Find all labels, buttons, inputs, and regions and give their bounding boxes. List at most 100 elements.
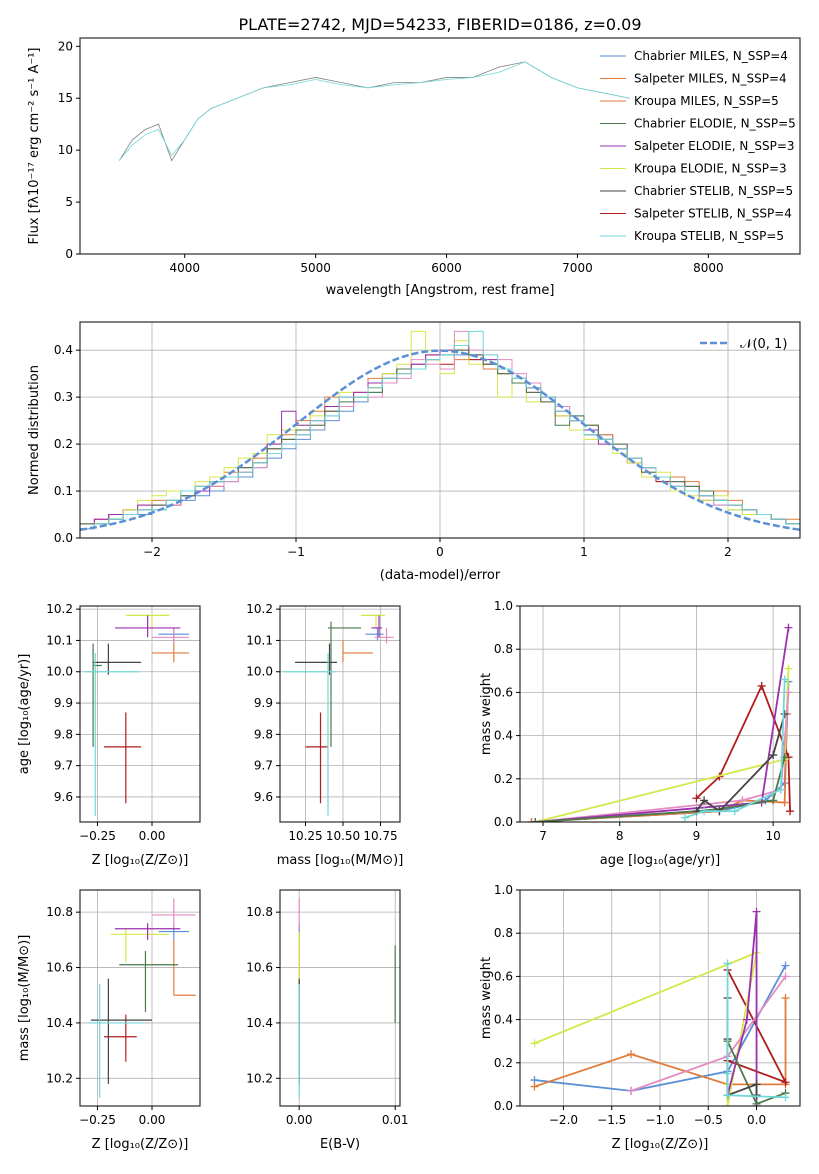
plus-marker — [781, 1078, 790, 1087]
x-tick-label: 5000 — [300, 261, 331, 275]
plus-marker — [530, 1082, 539, 1091]
plus-marker — [730, 807, 739, 816]
spectrum-line-data — [118, 61, 630, 162]
plus-marker — [700, 796, 709, 805]
x-tick-label: 0.00 — [286, 1113, 313, 1127]
plus-marker — [700, 807, 709, 816]
z-age-xlabel: Z [log₁₀(Z/Z⊙)] — [92, 853, 189, 868]
x-tick-label: 0.00 — [139, 829, 166, 843]
histogram-step — [80, 330, 800, 538]
x-tick-label: −2.0 — [549, 1113, 578, 1127]
legend-label: Kroupa STELIB, N_SSP=5 — [634, 229, 784, 243]
plus-marker — [723, 1102, 732, 1106]
x-tick-label: −0.5 — [694, 1113, 723, 1127]
x-tick-label: −0.25 — [79, 1113, 116, 1127]
age-weight-panel: 7 8 9 10 0.0 0.2 0.4 0.6 0.8 1.0 age [log₁₀(age/y… — [479, 599, 801, 868]
y-tick-label: 20 — [58, 39, 73, 53]
x-tick-label: 7 — [539, 829, 547, 843]
y-tick-label: 0.0 — [54, 531, 73, 545]
y-tick-label: 0.8 — [494, 642, 513, 656]
plus-marker — [627, 1086, 636, 1095]
x-tick-label: −2 — [143, 545, 161, 559]
y-tick-label: 10.2 — [46, 602, 73, 616]
y-tick-label: 15 — [58, 91, 73, 105]
weight-line — [726, 911, 758, 1106]
age-weight-xlabel: age [log₁₀(age/yr)] — [600, 853, 721, 868]
z-weight-xlabel: Z [log₁₀(Z/Z⊙)] — [612, 1137, 709, 1152]
y-tick-label: 9.9 — [254, 696, 273, 710]
legend-label: Kroupa MILES, N_SSP=5 — [634, 94, 779, 108]
y-tick-label: 10.8 — [246, 905, 273, 919]
legend-label: Chabrier ELODIE, N_SSP=5 — [634, 117, 796, 131]
x-tick-label: 6000 — [431, 261, 462, 275]
y-tick-label: 9.6 — [54, 790, 73, 804]
residual-panel: −2 −1 0 1 2 0.0 0.1 0.2 0.3 0.4 (data-model)/erro… — [27, 321, 801, 583]
y-tick-label: 5 — [65, 195, 73, 209]
y-tick-label: 10.1 — [46, 633, 73, 647]
y-tick-label: 0.1 — [54, 484, 73, 498]
x-tick-label: −0.25 — [79, 829, 116, 843]
ebv-mass-xlabel: E(B-V) — [320, 1137, 360, 1152]
residual-xlabel: (data-model)/error — [380, 568, 501, 583]
age-weight-ylabel: mass weight — [479, 673, 494, 755]
weight-line — [726, 963, 786, 1099]
y-tick-label: 0.8 — [494, 926, 513, 940]
z-age-panel: −0.25 0.00 9.6 9.7 9.8 9.9 10.0 10.1 10.2 Z [log… — [17, 602, 201, 868]
plus-marker — [723, 959, 732, 968]
mass-age-xlabel: mass [log₁₀(M/M⊙)] — [277, 853, 404, 868]
residual-ylabel: Normed distribution — [27, 365, 42, 495]
y-tick-label: 0 — [65, 247, 73, 261]
plus-marker — [742, 1015, 751, 1024]
plus-marker — [723, 1069, 732, 1078]
y-tick-label: 0.0 — [494, 1099, 513, 1113]
plus-marker — [680, 813, 689, 822]
plus-marker — [752, 1091, 761, 1100]
plus-marker — [530, 1039, 539, 1048]
plus-marker — [757, 681, 766, 690]
x-tick-label: 10.25 — [288, 829, 322, 843]
y-tick-label: 0.4 — [54, 343, 73, 357]
y-tick-label: 10.2 — [246, 602, 273, 616]
plus-marker — [738, 796, 747, 805]
plus-marker — [692, 794, 701, 803]
x-tick-label: 4000 — [169, 261, 200, 275]
y-tick-label: 10.0 — [46, 665, 73, 679]
spectrum-title: PLATE=2742, MJD=54233, FIBERID=0186, z=0… — [238, 15, 641, 34]
x-tick-label: 1 — [580, 545, 588, 559]
x-tick-label: −1.5 — [597, 1113, 626, 1127]
y-tick-label: 0.4 — [494, 1013, 513, 1027]
y-tick-label: 0.0 — [494, 815, 513, 829]
z-mass-ylabel: mass [log₁₀(M/M⊙)] — [17, 935, 32, 1062]
y-tick-label: 10.4 — [46, 1016, 73, 1030]
y-tick-label: 1.0 — [494, 883, 513, 897]
y-tick-label: 10.6 — [46, 961, 73, 975]
x-tick-label: 10.75 — [363, 829, 397, 843]
normal-legend-label: 𝒩(0, 1) — [740, 337, 787, 352]
y-tick-label: 1.0 — [494, 599, 513, 613]
x-tick-label: 0 — [436, 545, 444, 559]
plus-marker — [781, 961, 790, 970]
plus-marker — [780, 710, 789, 718]
y-tick-label: 10.2 — [46, 1071, 73, 1085]
y-tick-label: 0.3 — [54, 390, 73, 404]
plus-marker — [784, 688, 793, 697]
legend-label: Chabrier STELIB, N_SSP=5 — [634, 184, 793, 198]
legend-label: Salpeter STELIB, N_SSP=4 — [634, 207, 792, 221]
y-tick-label: 0.6 — [494, 969, 513, 983]
y-tick-label: 0.4 — [494, 729, 513, 743]
plus-marker — [784, 664, 793, 673]
plus-marker — [752, 1099, 761, 1106]
x-tick-label: −1.0 — [645, 1113, 674, 1127]
y-tick-label: 9.7 — [254, 759, 273, 773]
x-tick-label: 0.0 — [747, 1113, 766, 1127]
plus-marker — [531, 818, 540, 822]
x-tick-label: 10.50 — [326, 829, 360, 843]
plus-marker — [627, 1050, 636, 1059]
y-tick-label: 0.6 — [494, 685, 513, 699]
plus-marker — [527, 818, 536, 822]
x-tick-label: 10 — [766, 829, 781, 843]
plus-marker — [780, 798, 789, 807]
y-tick-label: 9.6 — [254, 790, 273, 804]
spectrum-legend: Chabrier MILES, N_SSP=4 Salpeter MILES, N… — [600, 49, 796, 243]
